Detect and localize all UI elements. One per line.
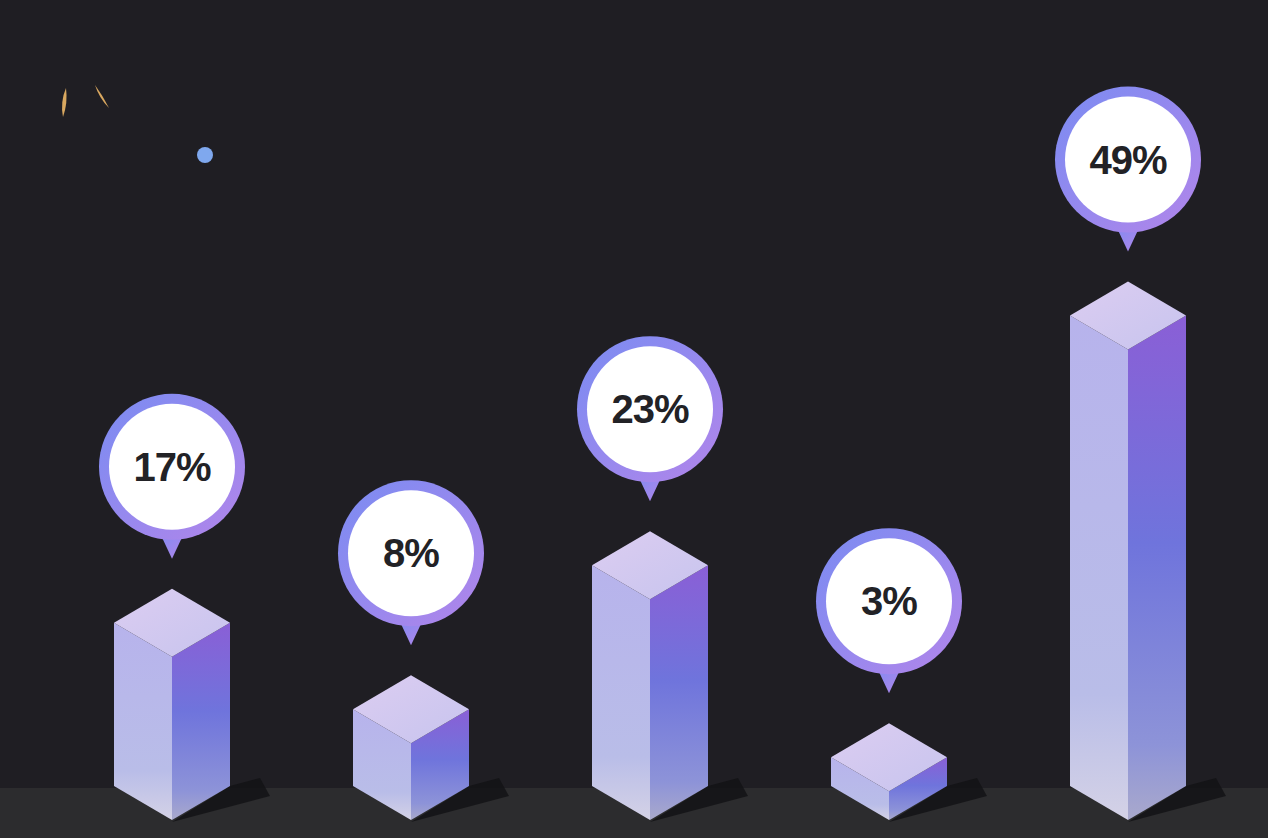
bar-right-face (172, 623, 230, 820)
chart-wrap: 17% 8% 23% 3% 49% (0, 0, 1268, 838)
label-bubble: 49% (1055, 87, 1201, 252)
bubble-ring (99, 394, 245, 540)
bar-top-face (1070, 282, 1186, 350)
data-label: 3% (861, 579, 917, 623)
data-label: 23% (611, 387, 688, 431)
decoration (62, 88, 67, 117)
bar-left-face (592, 565, 650, 820)
bar-left-face (114, 623, 172, 820)
bar-top-face (353, 675, 469, 743)
bubble-inner (109, 404, 235, 530)
bar-top-face (831, 723, 947, 791)
bubble-inner (1065, 97, 1191, 223)
data-label: 49% (1089, 138, 1166, 182)
bubble-inner (348, 490, 474, 616)
label-bubble: 3% (816, 528, 962, 693)
bar (114, 589, 270, 822)
chart: 17% 8% 23% 3% 49% (0, 0, 1268, 838)
bar-right-face (1128, 316, 1186, 820)
bar-top-face (114, 589, 230, 657)
decoration (95, 85, 109, 108)
bubble-inner (587, 346, 713, 472)
bar (592, 531, 748, 822)
bubble-ring (816, 528, 962, 674)
bar (1070, 282, 1226, 822)
bar-top-face (592, 531, 708, 599)
data-label: 17% (133, 445, 210, 489)
bubble-ring (1055, 87, 1201, 233)
bar-right-face (650, 565, 708, 820)
data-label: 8% (383, 531, 439, 575)
label-bubble: 17% (99, 394, 245, 559)
bar (831, 723, 987, 822)
bubble-ring (577, 336, 723, 482)
bar (353, 675, 509, 822)
decoration (197, 147, 213, 163)
data-labels: 17% 8% 23% 3% 49% (99, 87, 1201, 694)
bubble-inner (826, 538, 952, 664)
label-bubble: 8% (338, 480, 484, 645)
bubble-ring (338, 480, 484, 626)
bars (114, 282, 1226, 822)
label-bubble: 23% (577, 336, 723, 501)
background (0, 0, 1268, 838)
bar-left-face (1070, 316, 1128, 820)
